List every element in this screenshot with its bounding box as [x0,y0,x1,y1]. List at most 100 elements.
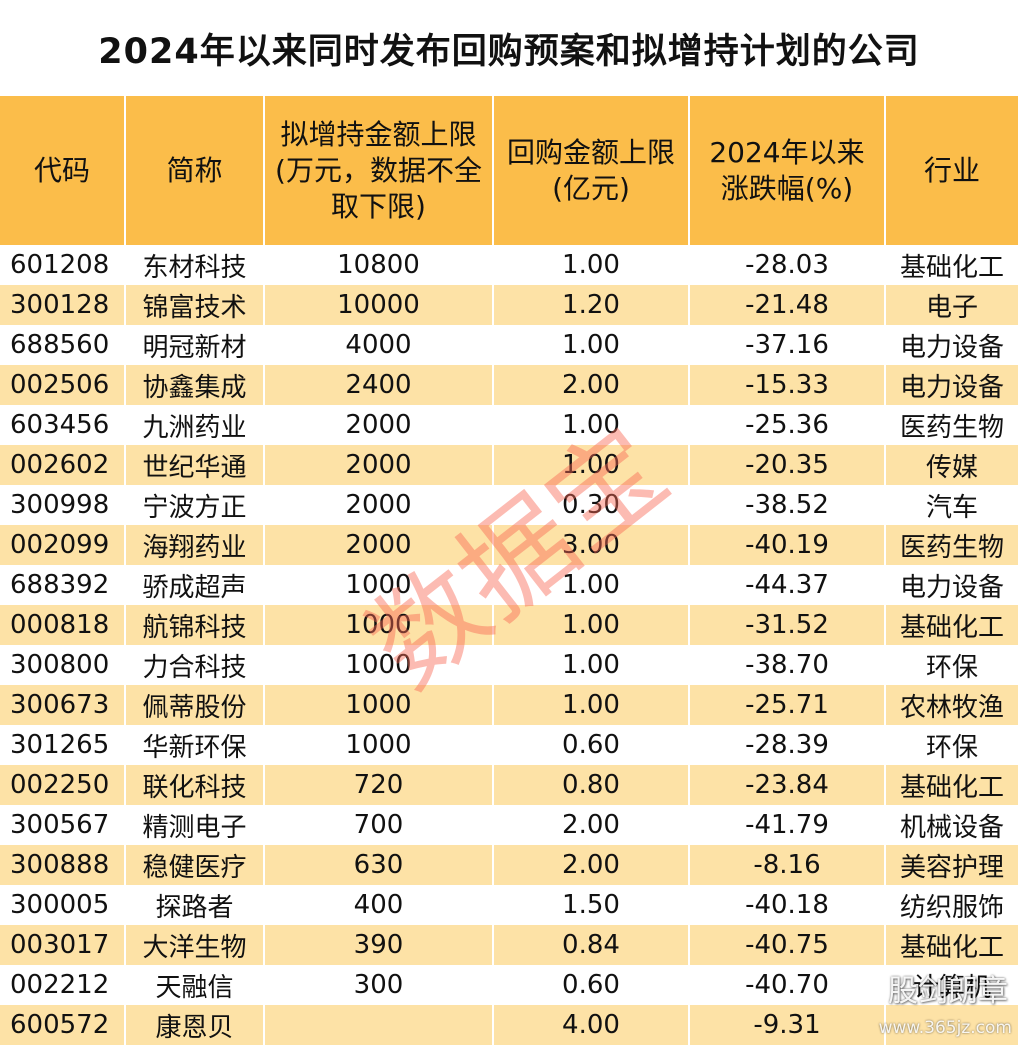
cell-buyback-limit: 1.00 [493,565,690,605]
table-row: 688392 骄成超声 1000 1.00 -44.37 电力设备 [0,565,1018,605]
cell-increase-limit: 390 [264,925,494,965]
cell-industry: 美容护理 [885,845,1018,885]
cell-code: 002099 [0,525,126,565]
cell-increase-limit: 1000 [264,685,494,725]
cell-ytd-change: -25.71 [689,685,886,725]
cell-industry: 电力设备 [885,565,1018,605]
table-body: 601208 东材科技 10800 1.00 -28.03 基础化工 300128 锦富技术 1… [0,245,1018,1045]
cell-code: 002212 [0,965,126,1005]
cell-name: 协鑫集成 [125,365,265,405]
cell-increase-limit: 2000 [264,445,494,485]
cell-increase-limit: 2400 [264,365,494,405]
table-row: 300888 稳健医疗 630 2.00 -8.16 美容护理 [0,845,1018,885]
header-code: 代码 [0,96,126,245]
header-name: 简称 [125,96,265,245]
cell-name: 探路者 [125,885,265,925]
cell-buyback-limit: 0.30 [493,485,690,525]
cell-ytd-change: -20.35 [689,445,886,485]
cell-industry: 农林牧渔 [885,685,1018,725]
cell-buyback-limit: 0.60 [493,965,690,1005]
cell-increase-limit: 300 [264,965,494,1005]
cell-buyback-limit: 0.60 [493,725,690,765]
cell-ytd-change: -15.33 [689,365,886,405]
cell-increase-limit: 1000 [264,605,494,645]
cell-name: 海翔药业 [125,525,265,565]
table-row: 002506 协鑫集成 2400 2.00 -15.33 电力设备 [0,365,1018,405]
cell-industry: 电力设备 [885,365,1018,405]
cell-code: 300888 [0,845,126,885]
cell-increase-limit: 10000 [264,285,494,325]
cell-industry: 基础化工 [885,925,1018,965]
cell-buyback-limit: 2.00 [493,365,690,405]
cell-increase-limit: 1000 [264,725,494,765]
cell-industry: 机械设备 [885,805,1018,845]
cell-increase-limit: 2000 [264,405,494,445]
cell-name: 华新环保 [125,725,265,765]
cell-name: 天融信 [125,965,265,1005]
cell-industry: 传媒 [885,445,1018,485]
cell-ytd-change: -41.79 [689,805,886,845]
cell-name: 锦富技术 [125,285,265,325]
cell-code: 300800 [0,645,126,685]
header-buyback-limit: 回购金额上限(亿元) [493,96,690,245]
cell-buyback-limit: 1.00 [493,445,690,485]
cell-name: 联化科技 [125,765,265,805]
header-increase-limit: 拟增持金额上限(万元，数据不全取下限) [264,96,494,245]
header-industry: 行业 [885,96,1018,245]
cell-code: 688560 [0,325,126,365]
cell-code: 600572 [0,1005,126,1045]
cell-increase-limit [264,1005,494,1045]
table-row: 300128 锦富技术 10000 1.20 -21.48 电子 [0,285,1018,325]
cell-buyback-limit: 2.00 [493,805,690,845]
table-row: 688560 明冠新材 4000 1.00 -37.16 电力设备 [0,325,1018,365]
cell-name: 稳健医疗 [125,845,265,885]
cell-industry: 环保 [885,645,1018,685]
cell-increase-limit: 700 [264,805,494,845]
table-row: 000818 航锦科技 1000 1.00 -31.52 基础化工 [0,605,1018,645]
cell-industry: 电子 [885,285,1018,325]
cell-name: 骄成超声 [125,565,265,605]
cell-increase-limit: 10800 [264,245,494,285]
cell-code: 002250 [0,765,126,805]
table-row: 002602 世纪华通 2000 1.00 -20.35 传媒 [0,445,1018,485]
cell-buyback-limit: 1.00 [493,605,690,645]
table-row: 003017 大洋生物 390 0.84 -40.75 基础化工 [0,925,1018,965]
table-row: 300800 力合科技 1000 1.00 -38.70 环保 [0,645,1018,685]
cell-name: 明冠新材 [125,325,265,365]
cell-buyback-limit: 1.20 [493,285,690,325]
cell-industry: 医药生物 [885,525,1018,565]
cell-code: 301265 [0,725,126,765]
cell-industry [885,1005,1018,1045]
cell-ytd-change: -28.03 [689,245,886,285]
cell-code: 003017 [0,925,126,965]
cell-ytd-change: -37.16 [689,325,886,365]
cell-increase-limit: 720 [264,765,494,805]
cell-increase-limit: 2000 [264,485,494,525]
cell-name: 精测电子 [125,805,265,845]
cell-name: 佩蒂股份 [125,685,265,725]
cell-industry: 汽车 [885,485,1018,525]
cell-code: 002506 [0,365,126,405]
header-ytd-change: 2024年以来涨跌幅(%) [689,96,886,245]
cell-ytd-change: -38.52 [689,485,886,525]
cell-ytd-change: -40.18 [689,885,886,925]
cell-code: 688392 [0,565,126,605]
cell-increase-limit: 400 [264,885,494,925]
cell-industry: 计算机 [885,965,1018,1005]
cell-buyback-limit: 1.00 [493,245,690,285]
cell-increase-limit: 2000 [264,525,494,565]
cell-code: 300128 [0,285,126,325]
cell-increase-limit: 1000 [264,645,494,685]
cell-increase-limit: 1000 [264,565,494,605]
cell-name: 航锦科技 [125,605,265,645]
cell-name: 九洲药业 [125,405,265,445]
cell-industry: 基础化工 [885,605,1018,645]
cell-industry: 环保 [885,725,1018,765]
cell-name: 力合科技 [125,645,265,685]
table-header: 代码 简称 拟增持金额上限(万元，数据不全取下限) 回购金额上限(亿元) 202… [0,96,1018,245]
table-row: 002099 海翔药业 2000 3.00 -40.19 医药生物 [0,525,1018,565]
cell-ytd-change: -21.48 [689,285,886,325]
cell-increase-limit: 630 [264,845,494,885]
cell-ytd-change: -23.84 [689,765,886,805]
page-title: 2024年以来同时发布回购预案和拟增持计划的公司 [98,31,920,72]
